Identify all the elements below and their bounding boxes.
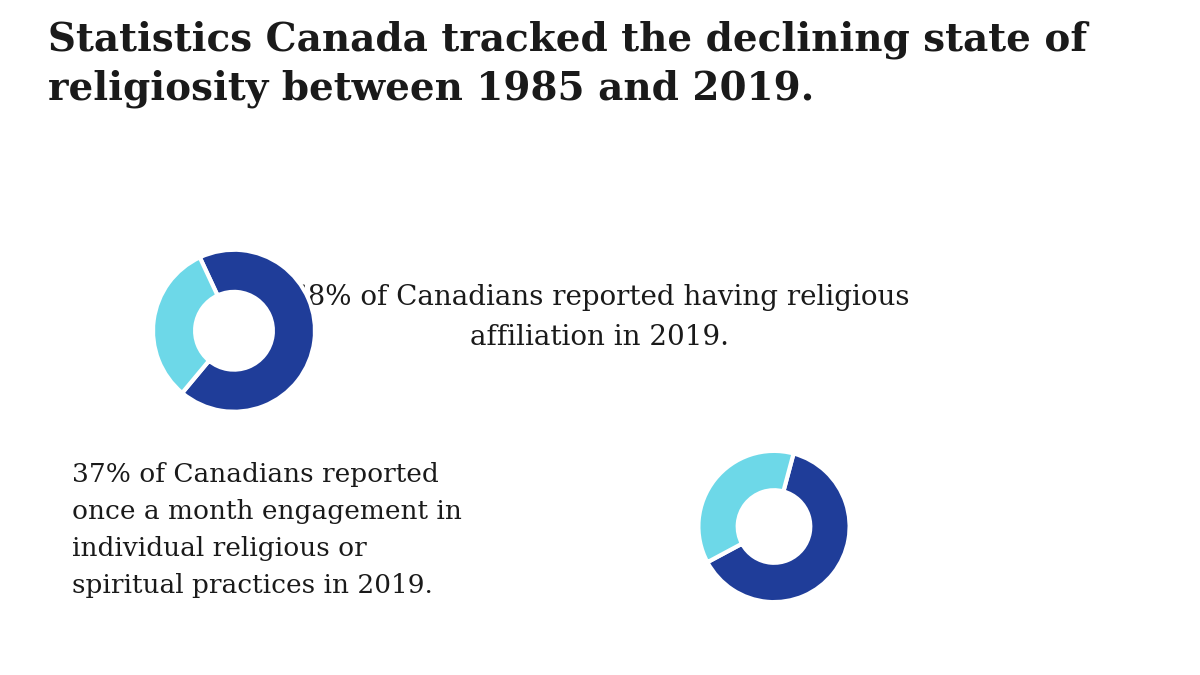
- Wedge shape: [707, 454, 850, 602]
- Wedge shape: [154, 257, 217, 393]
- Text: Statistics Canada tracked the declining state of
religiosity between 1985 and 20: Statistics Canada tracked the declining …: [48, 20, 1087, 108]
- Wedge shape: [698, 451, 793, 562]
- Wedge shape: [182, 250, 314, 412]
- Text: 68% of Canadians reported having religious
affiliation in 2019.: 68% of Canadians reported having religio…: [290, 284, 910, 350]
- Text: 37% of Canadians reported
once a month engagement in
individual religious or
spi: 37% of Canadians reported once a month e…: [72, 462, 462, 598]
